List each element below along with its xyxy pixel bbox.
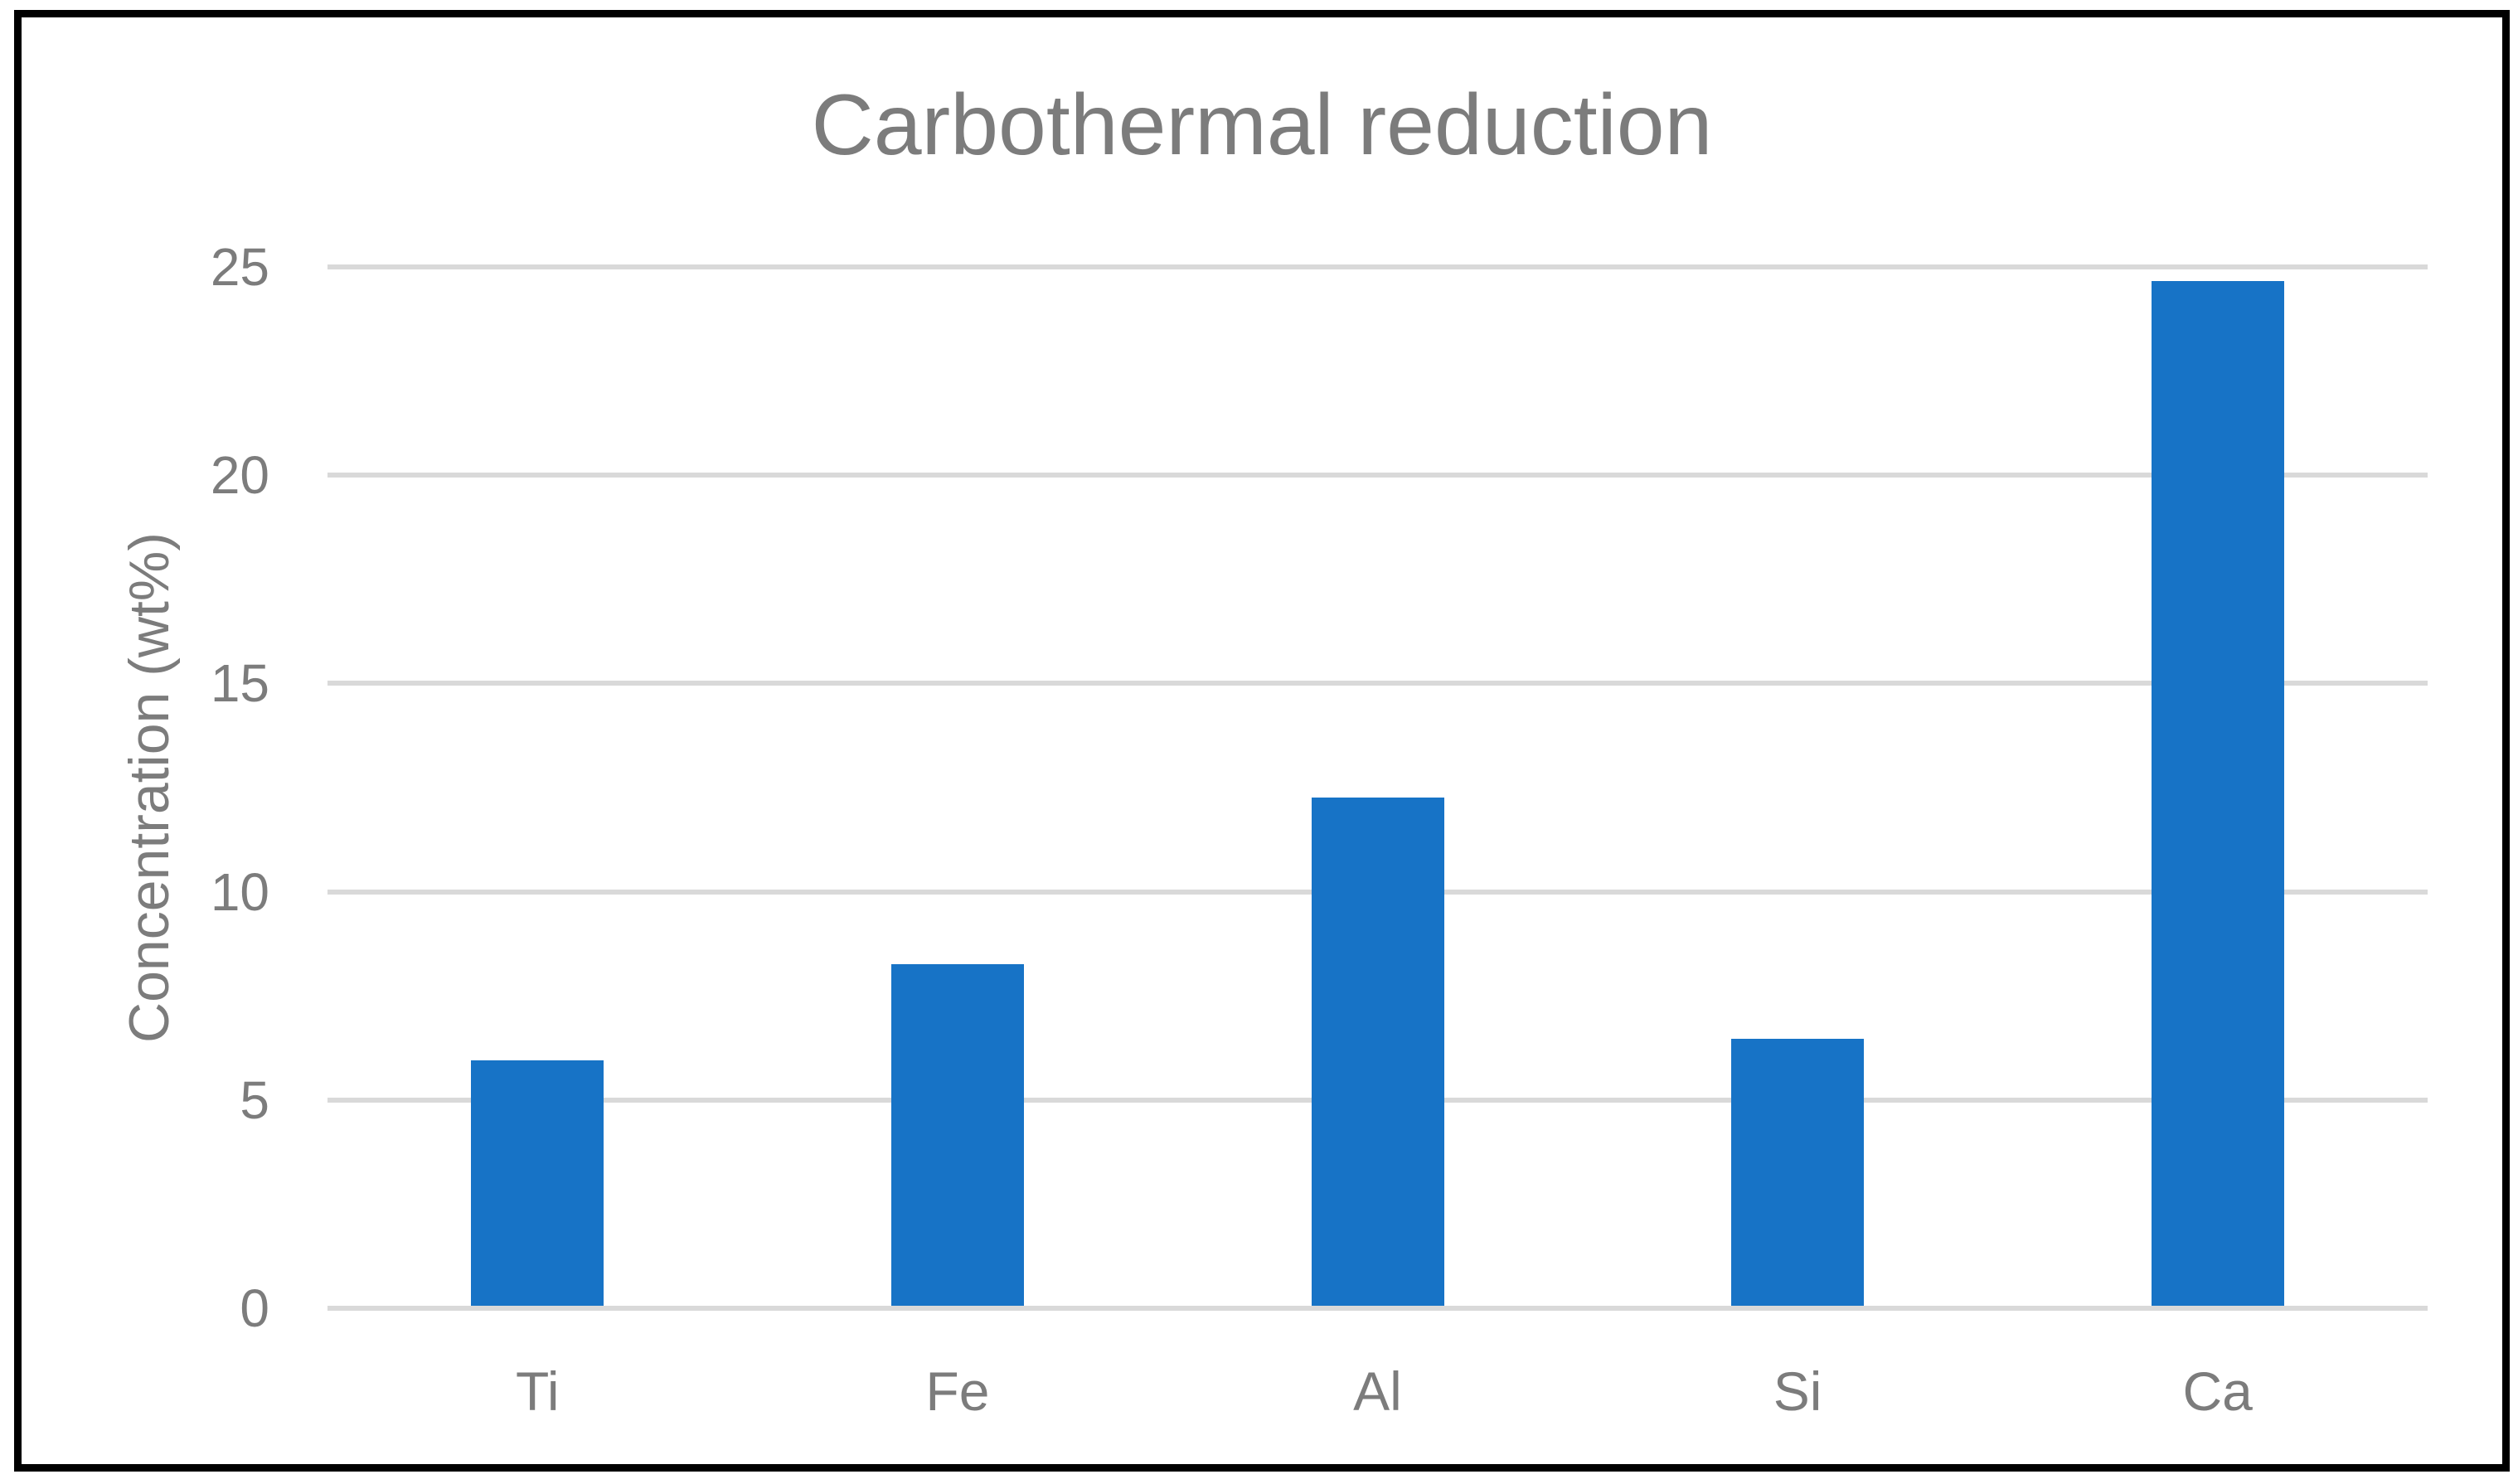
bar-fe: [890, 964, 1024, 1306]
y-tick-label-0: 0: [240, 1278, 269, 1338]
bar-al: [1311, 798, 1444, 1306]
y-tick-label-10: 10: [210, 861, 269, 922]
chart-title: Carbothermal reduction: [811, 77, 1713, 173]
y-tick-label-15: 15: [210, 653, 269, 714]
x-category-label-si: Si: [1773, 1360, 1822, 1422]
y-tick-label-20: 20: [210, 445, 269, 506]
bar-ca: [2151, 281, 2284, 1306]
chart-border-frame: [14, 10, 2510, 1472]
y-tick-label-5: 5: [240, 1069, 269, 1130]
x-category-label-ca: Ca: [2182, 1360, 2253, 1422]
x-category-label-fe: Fe: [925, 1360, 990, 1422]
x-category-label-ti: Ti: [516, 1360, 560, 1422]
gridline-y-0: [327, 1306, 2428, 1311]
gridline-y-15: [327, 681, 2428, 686]
bar-si: [1731, 1039, 1865, 1306]
x-category-label-al: Al: [1353, 1360, 1402, 1422]
gridline-y-25: [327, 264, 2428, 269]
bar-ti: [471, 1060, 604, 1306]
y-tick-label-25: 25: [210, 237, 269, 297]
gridline-y-20: [327, 473, 2428, 478]
